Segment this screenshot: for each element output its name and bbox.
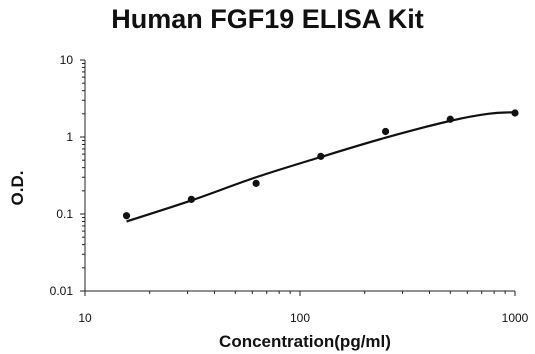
data-point [123,212,130,219]
x-tick-label: 10 [78,311,92,325]
fit-curve [127,112,515,221]
data-point [188,196,195,203]
data-point [317,153,324,160]
y-tick-label: 0.01 [50,284,74,298]
data-point [511,109,518,116]
x-tick-label: 100 [290,311,310,325]
data-point [382,128,389,135]
x-tick-label: 1000 [502,311,529,325]
data-point [253,180,260,187]
y-tick-label: 0.1 [56,207,73,221]
data-point [447,116,454,123]
y-tick-label: 1 [66,130,73,144]
y-tick-label: 10 [60,53,74,67]
